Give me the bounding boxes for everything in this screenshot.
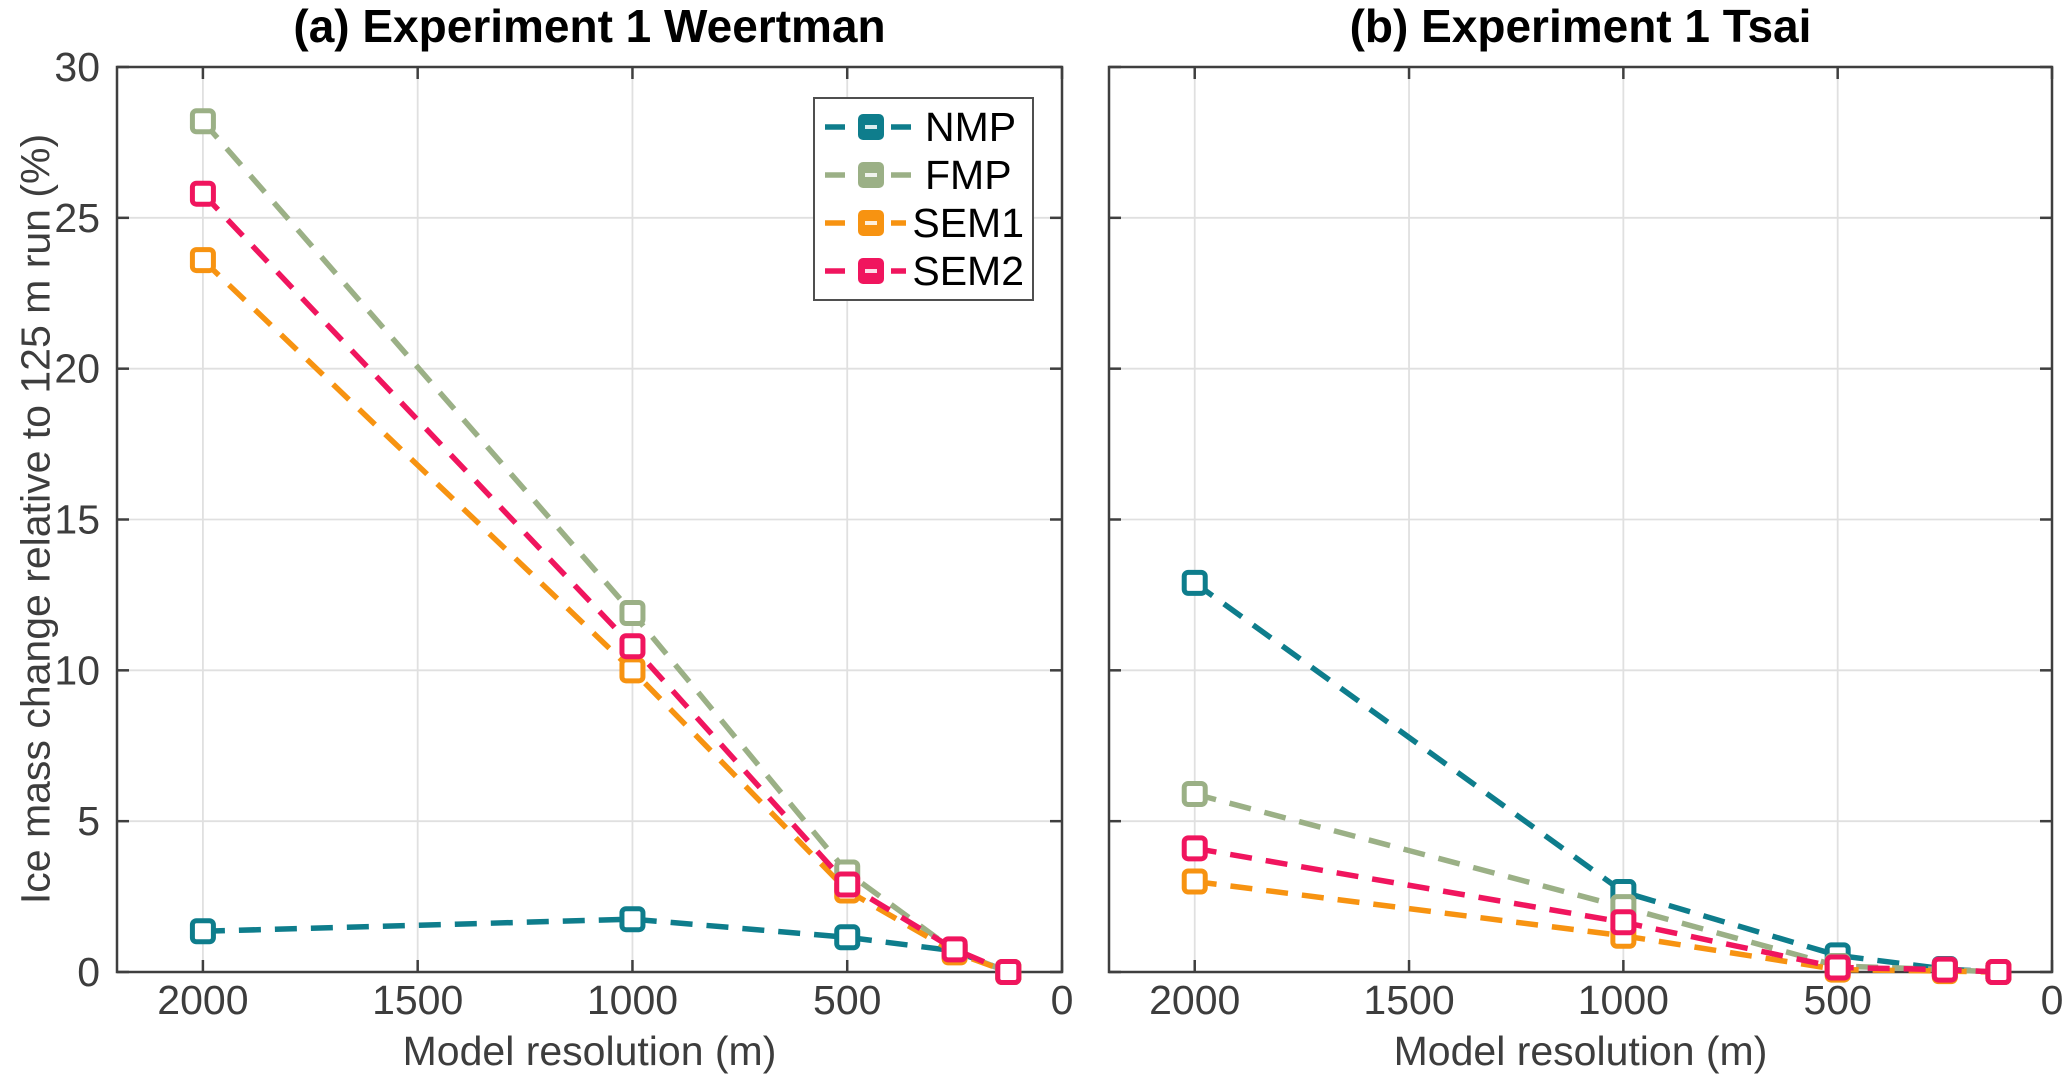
series-marker-SEM2 [1931, 956, 1958, 983]
x-tick-label: 0 [1051, 977, 1074, 1023]
x-tick-label: 1500 [1363, 977, 1454, 1023]
series-marker-NMP [834, 924, 861, 951]
series-marker-SEM2 [941, 936, 968, 963]
legend-marker-slit [865, 221, 877, 225]
series-marker-SEM2 [834, 871, 861, 898]
panel-b-title: (b) Experiment 1 Tsai [1349, 0, 1812, 52]
series-marker-SEM2 [995, 959, 1022, 985]
x-tick-label: 1000 [587, 977, 678, 1023]
y-tick-label: 5 [77, 798, 100, 844]
series-marker-NMP [619, 906, 646, 933]
y-tick-label: 30 [54, 44, 100, 90]
legend-label-FMP: FMP [925, 151, 1012, 198]
y-tick-label: 10 [54, 647, 100, 693]
series-marker-SEM2 [619, 633, 646, 660]
y-tick-label: 0 [77, 949, 100, 995]
x-tick-label: 500 [813, 977, 881, 1023]
panel-a-title: (a) Experiment 1 Weertman [293, 0, 886, 52]
series-line-NMP [1193, 580, 1999, 975]
y-tick-label: 20 [54, 346, 100, 392]
panel-b: 2000 1500 1000 500 0 [1107, 65, 2064, 1023]
x-tick-label: 1000 [1578, 977, 1669, 1023]
legend-marker-slit [865, 125, 877, 129]
legend-item-FMP: FMP [823, 151, 1024, 198]
x-tick-label: 500 [1803, 977, 1871, 1023]
legend-sample-SEM1 [825, 210, 907, 236]
x-tick-label: 0 [2041, 977, 2064, 1023]
series-marker-SEM2 [1181, 835, 1208, 862]
panel-b-x-axis-label: Model resolution (m) [1393, 1028, 1768, 1074]
y-tick-label: 15 [54, 497, 100, 543]
x-tick-label: 2000 [1149, 977, 1240, 1023]
series-marker-SEM2 [1824, 954, 1851, 981]
legend-label-SEM1: SEM1 [912, 199, 1024, 246]
panel-a: 2000 1500 1000 500 0 0 5 10 15 20 25 30 [54, 44, 1073, 1023]
legend-item-SEM2: SEM2 [823, 247, 1024, 294]
legend-sample-NMP [825, 114, 917, 140]
legend-label-SEM2: SEM2 [912, 247, 1024, 294]
series-marker-SEM2 [1610, 909, 1637, 936]
legend-sample-SEM2 [825, 258, 907, 284]
series-marker-NMP [189, 918, 216, 945]
series-line-NMP [202, 916, 1010, 975]
y-tick-label: 25 [54, 195, 100, 241]
series-marker-SEM1 [1181, 868, 1208, 895]
series-marker-FMP [619, 600, 646, 627]
series-marker-SEM1 [189, 247, 216, 274]
legend-marker-slit [865, 269, 877, 273]
panel-a-x-axis-label: Model resolution (m) [402, 1028, 777, 1074]
series-marker-SEM2 [189, 180, 216, 207]
legend-box: NMP FMP SEM1 SEM2 [813, 97, 1034, 301]
series-marker-NMP [1181, 569, 1208, 596]
legend-item-NMP: NMP [823, 103, 1024, 150]
legend-item-SEM1: SEM1 [823, 199, 1024, 246]
legend-sample-FMP [825, 162, 917, 188]
series-marker-SEM2 [1985, 959, 2012, 985]
y-axis-label: Ice mass change relative to 125 m run (%… [12, 133, 59, 905]
x-tick-label: 2000 [157, 977, 248, 1023]
x-tick-label: 1500 [372, 977, 463, 1023]
series-marker-FMP [1181, 781, 1208, 808]
series-line-SEM2 [1194, 845, 1999, 975]
legend-marker-slit [865, 173, 877, 177]
legend-label-NMP: NMP [925, 103, 1017, 150]
series-marker-FMP [189, 108, 216, 135]
series-marker-SEM1 [619, 657, 646, 684]
